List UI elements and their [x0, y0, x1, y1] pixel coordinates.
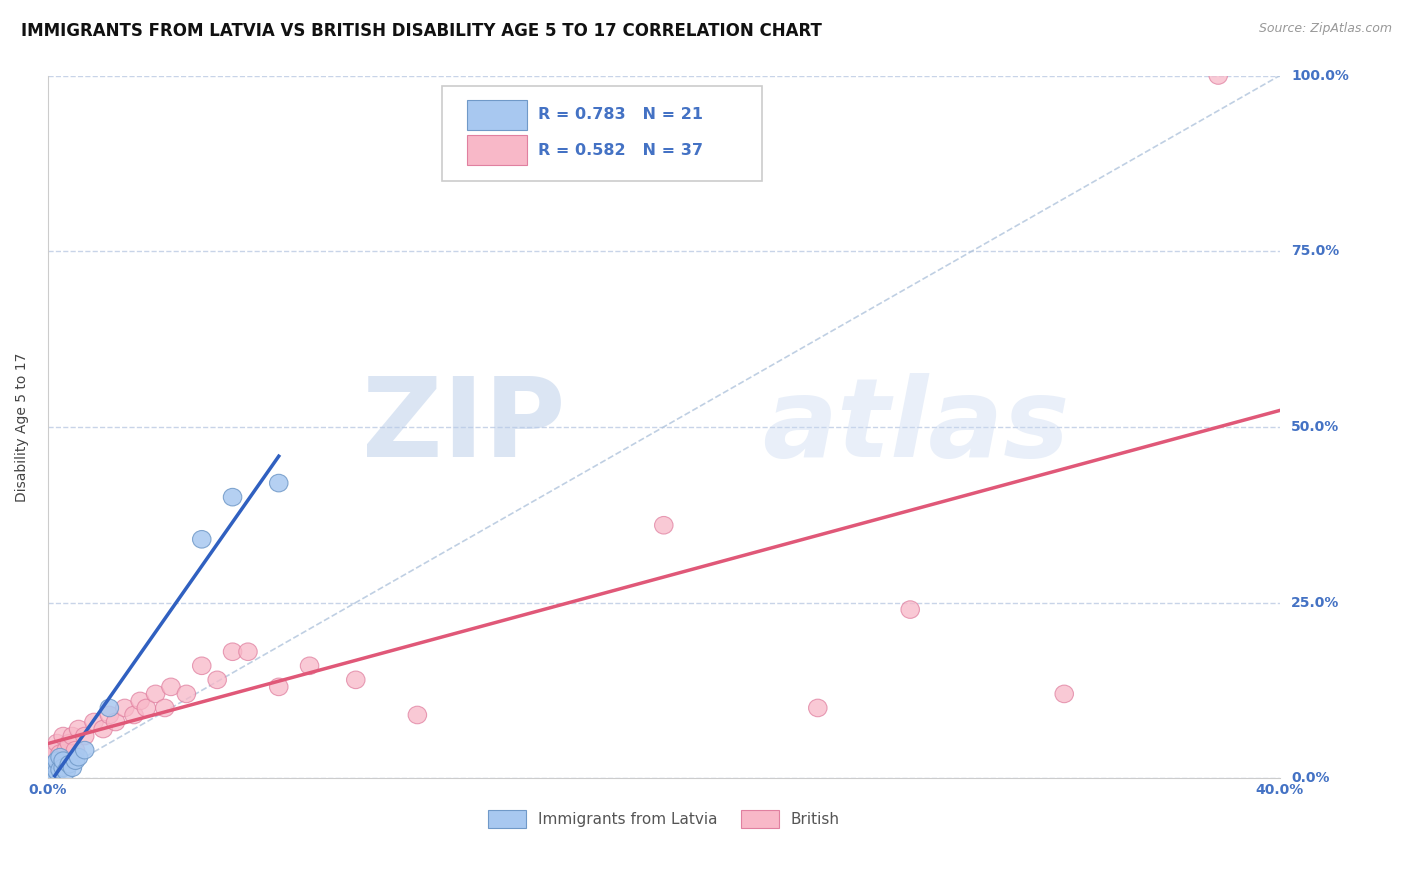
- Ellipse shape: [125, 706, 143, 723]
- Ellipse shape: [53, 727, 72, 745]
- Ellipse shape: [63, 759, 82, 776]
- Ellipse shape: [60, 756, 79, 773]
- Text: R = 0.783   N = 21: R = 0.783 N = 21: [538, 107, 703, 122]
- Text: 25.0%: 25.0%: [1291, 596, 1340, 609]
- Ellipse shape: [48, 752, 66, 770]
- Ellipse shape: [1054, 685, 1073, 703]
- Y-axis label: Disability Age 5 to 17: Disability Age 5 to 17: [15, 352, 30, 501]
- Ellipse shape: [270, 678, 288, 696]
- Ellipse shape: [60, 734, 79, 752]
- Ellipse shape: [100, 706, 118, 723]
- Ellipse shape: [156, 699, 174, 717]
- Ellipse shape: [69, 720, 87, 738]
- Ellipse shape: [66, 752, 84, 770]
- Ellipse shape: [76, 727, 94, 745]
- Ellipse shape: [301, 657, 319, 674]
- Ellipse shape: [1209, 67, 1227, 85]
- FancyBboxPatch shape: [441, 86, 762, 181]
- Ellipse shape: [224, 643, 242, 660]
- Text: IMMIGRANTS FROM LATVIA VS BRITISH DISABILITY AGE 5 TO 17 CORRELATION CHART: IMMIGRANTS FROM LATVIA VS BRITISH DISABI…: [21, 22, 823, 40]
- Ellipse shape: [808, 699, 827, 717]
- Ellipse shape: [58, 763, 76, 780]
- Ellipse shape: [346, 671, 366, 689]
- Ellipse shape: [53, 759, 72, 776]
- Ellipse shape: [42, 763, 60, 780]
- Ellipse shape: [45, 741, 63, 759]
- Ellipse shape: [39, 766, 59, 783]
- Ellipse shape: [655, 516, 673, 534]
- Ellipse shape: [76, 741, 94, 759]
- Ellipse shape: [45, 756, 63, 773]
- Text: Source: ZipAtlas.com: Source: ZipAtlas.com: [1258, 22, 1392, 36]
- Ellipse shape: [901, 601, 920, 618]
- Ellipse shape: [48, 763, 66, 780]
- Ellipse shape: [39, 756, 59, 773]
- Ellipse shape: [100, 699, 118, 717]
- Text: 75.0%: 75.0%: [1291, 244, 1339, 258]
- Ellipse shape: [63, 727, 82, 745]
- Ellipse shape: [107, 714, 125, 731]
- Ellipse shape: [58, 741, 76, 759]
- Ellipse shape: [94, 720, 112, 738]
- Ellipse shape: [131, 692, 149, 710]
- Ellipse shape: [69, 748, 87, 766]
- Ellipse shape: [224, 488, 242, 506]
- Text: R = 0.582   N = 37: R = 0.582 N = 37: [538, 143, 703, 158]
- Text: 50.0%: 50.0%: [1291, 420, 1339, 434]
- Ellipse shape: [136, 699, 156, 717]
- Ellipse shape: [146, 685, 165, 703]
- Ellipse shape: [51, 761, 69, 779]
- FancyBboxPatch shape: [467, 136, 527, 165]
- Ellipse shape: [44, 759, 62, 776]
- Ellipse shape: [193, 657, 211, 674]
- Ellipse shape: [193, 531, 211, 548]
- Text: atlas: atlas: [762, 374, 1070, 481]
- Text: 0.0%: 0.0%: [1291, 772, 1330, 785]
- Ellipse shape: [45, 764, 63, 781]
- Ellipse shape: [408, 706, 426, 723]
- Ellipse shape: [239, 643, 257, 660]
- Ellipse shape: [51, 748, 69, 766]
- FancyBboxPatch shape: [467, 100, 527, 129]
- Ellipse shape: [42, 748, 60, 766]
- Ellipse shape: [84, 714, 103, 731]
- Ellipse shape: [66, 741, 84, 759]
- Ellipse shape: [53, 752, 72, 770]
- Ellipse shape: [162, 678, 180, 696]
- Legend: Immigrants from Latvia, British: Immigrants from Latvia, British: [482, 804, 846, 834]
- Ellipse shape: [115, 699, 134, 717]
- Text: ZIP: ZIP: [361, 374, 565, 481]
- Ellipse shape: [208, 671, 226, 689]
- Ellipse shape: [270, 475, 288, 491]
- Ellipse shape: [48, 734, 66, 752]
- Ellipse shape: [51, 745, 69, 763]
- Ellipse shape: [177, 685, 195, 703]
- Text: 100.0%: 100.0%: [1291, 69, 1348, 83]
